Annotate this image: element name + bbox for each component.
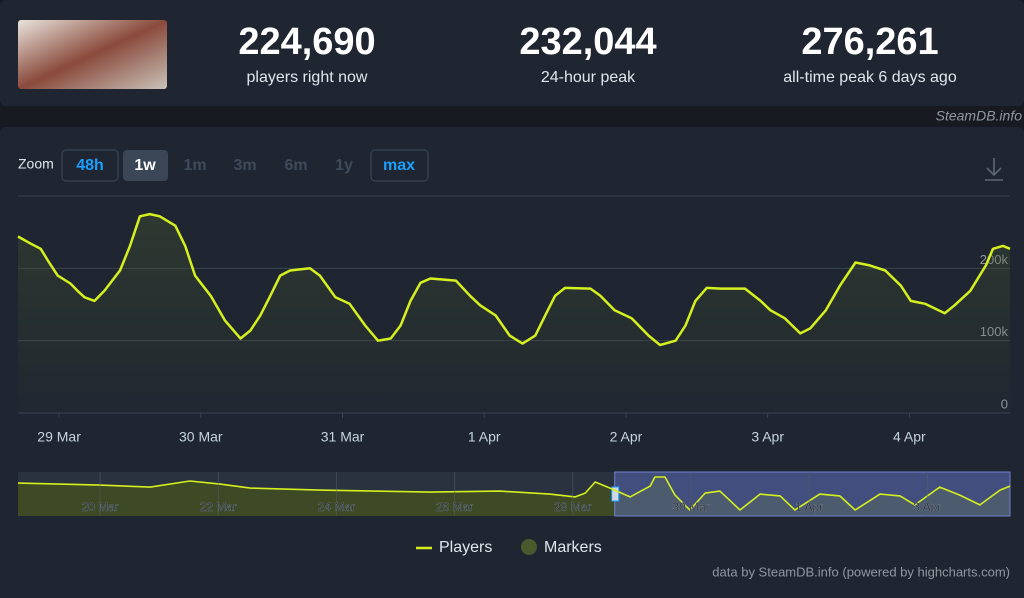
zoom-label: Zoom [18,156,54,172]
navigator-tick-label: 20 Mar [81,500,118,514]
stat-value: 224,690 [238,21,375,63]
zoom-button[interactable]: max [383,157,415,174]
stats-panel [0,0,1024,106]
navigator-handle[interactable] [611,486,620,502]
x-tick-label: 2 Apr [610,429,643,445]
game-thumbnail[interactable] [18,20,167,89]
navigator-tick-label: 28 Mar [554,500,591,514]
legend-label[interactable]: Players [439,539,492,556]
x-tick-label: 29 Mar [37,429,81,445]
x-tick-label: 31 Mar [321,429,365,445]
zoom-button[interactable]: 1m [183,157,206,174]
credits[interactable]: data by SteamDB.info (powered by highcha… [712,564,1010,579]
zoom-button-frame[interactable] [61,149,119,182]
zoom-button[interactable]: 3m [233,157,256,174]
stat-label: players right now [247,69,368,86]
stat-label: all-time peak 6 days ago [783,69,957,86]
series-line [17,212,1011,347]
zoom-button[interactable]: 6m [284,157,307,174]
navigator-tick-label: 24 Mar [318,500,355,514]
navigator-tick-label: 30 Mar [672,500,709,514]
legend-swatch [521,539,537,555]
navigator-selection [614,471,1011,517]
navigator-line [17,476,1011,511]
x-tick-label: 1 Apr [468,429,501,445]
legend-label[interactable]: Markers [544,539,602,556]
download-icon[interactable] [985,158,1003,181]
stat-value: 276,261 [801,21,938,63]
zoom-button-frame[interactable] [370,149,429,182]
zoom-button[interactable]: 1w [134,157,156,174]
zoom-button[interactable]: 1y [335,157,353,174]
stat-label: 24-hour peak [541,69,636,86]
stat-value: 232,044 [519,21,656,63]
navigator-tick-label: 1 Apr [795,500,823,514]
zoom-button[interactable]: 48h [76,157,104,174]
navigator-tick-label: 26 Mar [436,500,473,514]
legend: Players Markers [416,539,602,556]
x-tick-label: 30 Mar [179,429,223,445]
area-fill [18,477,1010,516]
x-tick-label: 3 Apr [751,429,784,445]
navigator-tick-label: 3 Apr [913,500,941,514]
source[interactable]: SteamDB.info [936,108,1023,124]
navigator-tick-label: 22 Mar [200,500,237,514]
area-fill [18,214,1010,413]
x-tick-label: 4 Apr [893,429,926,445]
zoom-button-frame[interactable] [123,150,168,181]
